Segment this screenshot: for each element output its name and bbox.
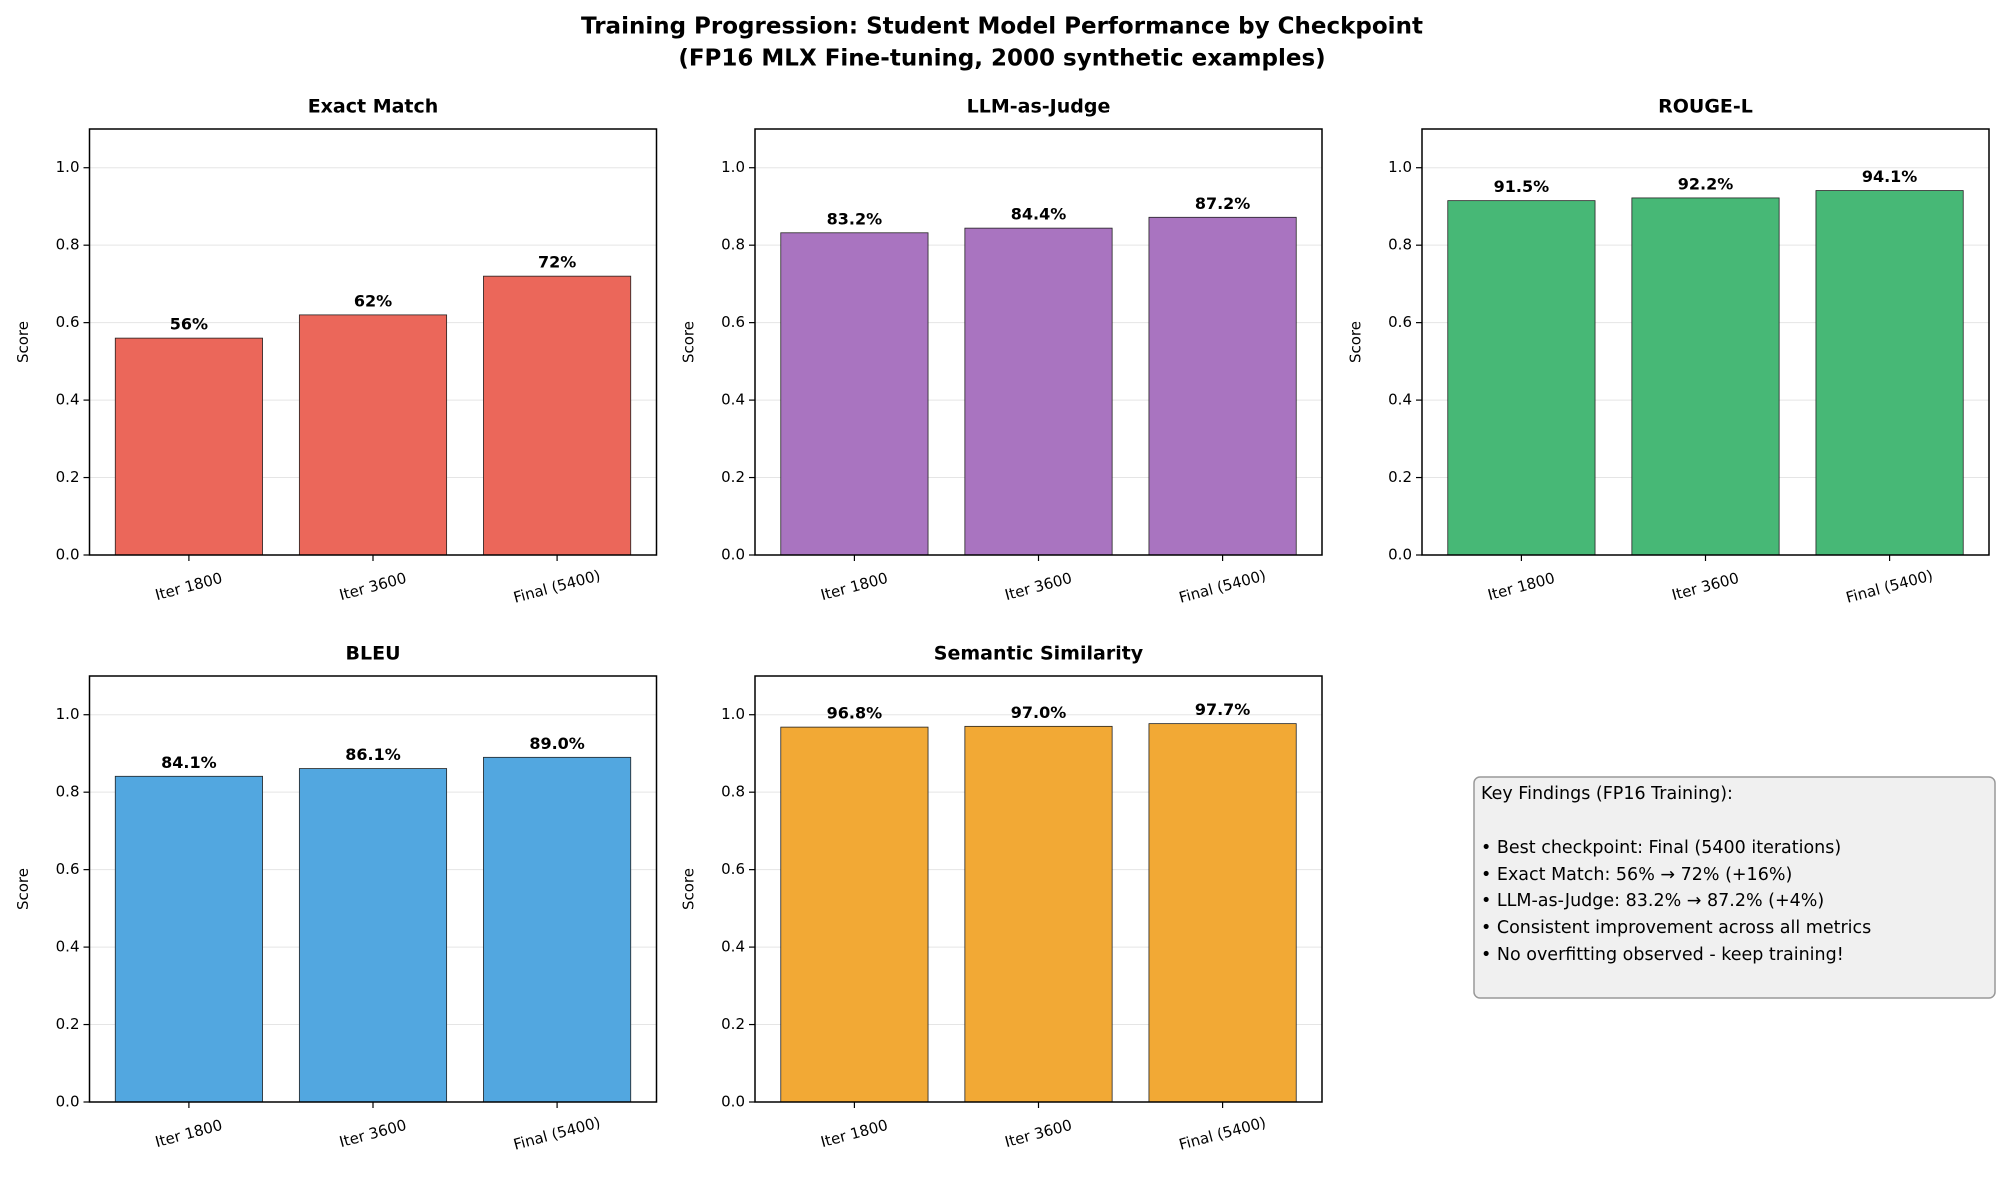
subplot: LLM-as-Judge Score 0.0 0.2 0.4 0.6 0.8 1.0 83.2%… — [680, 96, 1323, 607]
y-tick-label: 0.8 — [56, 783, 80, 801]
bar — [1148, 216, 1297, 556]
y-tick-label: 1.0 — [56, 158, 80, 176]
axes-frame — [88, 128, 658, 556]
axes-frame — [1421, 128, 1990, 556]
axes-frame — [754, 128, 1323, 556]
y-tick-label: 0.8 — [721, 783, 745, 801]
notes-item: • Consistent improvement across all metr… — [1481, 918, 1871, 938]
y-tick-label: 0.8 — [1388, 236, 1412, 254]
notes-item: • No overfitting observed - keep trainin… — [1481, 945, 1844, 965]
y-tick-label: 1.0 — [56, 705, 80, 723]
y-axis-label: Score — [14, 321, 32, 363]
subplot-title: LLM-as-Judge — [967, 96, 1111, 118]
y-tick-label: 0.0 — [56, 546, 80, 564]
y-tick-label: 0.2 — [1388, 468, 1412, 486]
y-tick-label: 0.4 — [56, 938, 80, 956]
bar — [1148, 723, 1297, 1103]
subplot-title: Semantic Similarity — [934, 643, 1144, 665]
bar — [114, 337, 263, 556]
y-tick-label: 0.2 — [56, 468, 80, 486]
y-axis-label: Score — [1347, 321, 1365, 363]
value-label: 84.1% — [161, 753, 217, 772]
y-tick-label: 0.4 — [1388, 391, 1412, 409]
figure-subtitle: (FP16 MLX Fine-tuning, 2000 synthetic ex… — [678, 46, 1325, 72]
subplot: Semantic Similarity Score 0.0 0.2 0.4 0.6 0.8 1… — [680, 643, 1323, 1154]
y-tick-label: 0.0 — [721, 1093, 745, 1111]
y-tick-label: 0.2 — [721, 1015, 745, 1033]
bar — [780, 726, 929, 1103]
notes-item: • LLM-as-Judge: 83.2% → 87.2% (+4%) — [1481, 891, 1824, 911]
notes-item: • Best checkpoint: Final (5400 iteration… — [1481, 838, 1841, 858]
value-label: 94.1% — [1862, 167, 1918, 186]
bar — [114, 775, 263, 1103]
subplot-title: ROUGE-L — [1658, 96, 1753, 118]
subplot-title: Exact Match — [308, 96, 439, 118]
value-label: 89.0% — [529, 734, 585, 753]
y-tick-label: 0.4 — [56, 391, 80, 409]
y-tick-label: 0.6 — [721, 860, 745, 878]
y-axis-label: Score — [680, 868, 698, 910]
y-tick-label: 1.0 — [1388, 158, 1412, 176]
y-tick-label: 0.6 — [1388, 313, 1412, 331]
bar — [780, 232, 929, 556]
value-label: 56% — [170, 315, 208, 334]
bar — [1631, 197, 1780, 556]
value-label: 91.5% — [1494, 177, 1550, 196]
bar — [1815, 190, 1964, 556]
y-tick-label: 0.2 — [721, 468, 745, 486]
value-label: 97.7% — [1195, 700, 1251, 719]
value-label: 96.8% — [827, 704, 883, 723]
bar — [483, 275, 632, 556]
value-label: 62% — [354, 291, 392, 310]
y-tick-label: 0.8 — [721, 236, 745, 254]
y-tick-label: 0.4 — [721, 938, 745, 956]
y-tick-label: 0.2 — [56, 1015, 80, 1033]
value-label: 72% — [538, 253, 576, 272]
y-tick-label: 0.8 — [56, 236, 80, 254]
axes-frame — [754, 675, 1323, 1103]
notes-frame — [1473, 776, 1996, 999]
y-tick-label: 1.0 — [721, 158, 745, 176]
y-tick-label: 0.0 — [56, 1093, 80, 1111]
value-label: 92.2% — [1678, 174, 1734, 193]
value-label: 97.0% — [1011, 703, 1067, 722]
y-tick-label: 0.6 — [721, 313, 745, 331]
value-label: 87.2% — [1195, 194, 1251, 213]
notes-box: Key Findings (FP16 Training): • Best che… — [1473, 776, 1996, 999]
notes-item: • Exact Match: 56% → 72% (+16%) — [1481, 865, 1792, 885]
bar — [964, 227, 1113, 556]
bar — [298, 768, 448, 1103]
y-tick-label: 0.0 — [721, 546, 745, 564]
y-tick-label: 1.0 — [721, 705, 745, 723]
value-label: 83.2% — [827, 209, 883, 228]
bar — [964, 725, 1113, 1103]
y-axis-label: Score — [680, 321, 698, 363]
y-tick-label: 0.4 — [721, 391, 745, 409]
y-tick-label: 0.6 — [56, 313, 80, 331]
subplot-title: BLEU — [346, 643, 401, 665]
figure-title: Training Progression: Student Model Perf… — [581, 14, 1423, 40]
y-tick-label: 0.0 — [1388, 546, 1412, 564]
value-label: 84.4% — [1011, 205, 1067, 224]
bar — [483, 756, 632, 1103]
value-label: 86.1% — [345, 745, 401, 764]
notes-title: Key Findings (FP16 Training): — [1481, 784, 1733, 804]
subplot: ROUGE-LScore0.00.20.40.60.81.091.5%Iter … — [1347, 96, 1990, 607]
y-tick-label: 0.6 — [56, 860, 80, 878]
bar — [1447, 200, 1596, 556]
bar — [298, 314, 448, 556]
y-axis-label: Score — [14, 868, 32, 910]
axes-frame — [88, 675, 658, 1103]
